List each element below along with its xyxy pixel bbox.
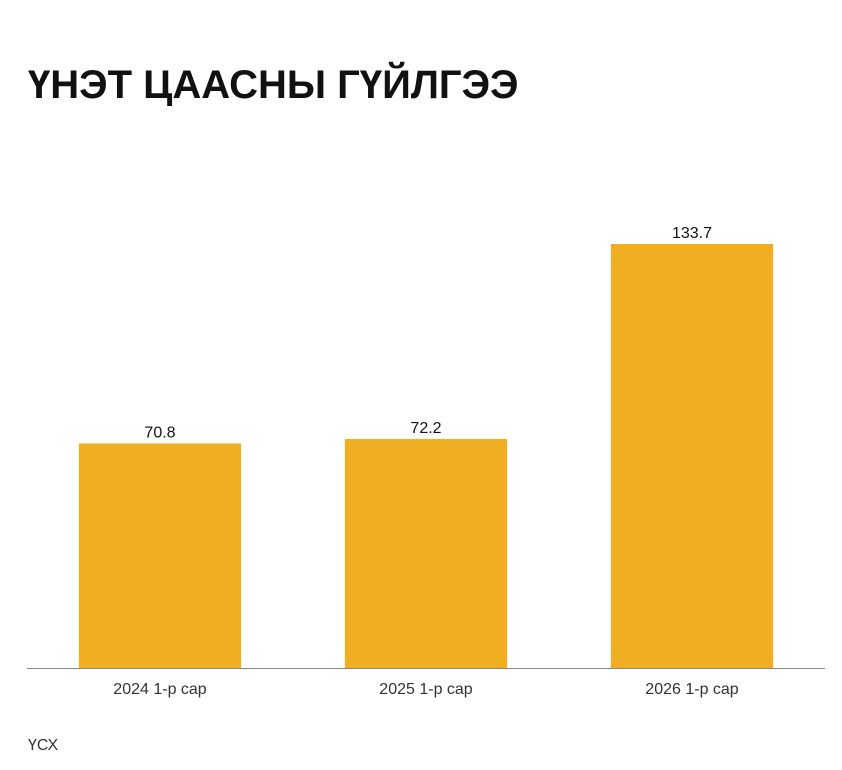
value-label: 133.7 bbox=[672, 225, 712, 242]
value-label: 70.8 bbox=[144, 424, 175, 441]
x-tick-label: 2025 1-р сар bbox=[379, 681, 473, 698]
chart-title: ҮНЭТ ЦААСНЫ ГҮЙЛГЭЭ bbox=[28, 61, 519, 107]
x-tick-label: 2026 1-р сар bbox=[645, 681, 739, 698]
bar bbox=[610, 244, 774, 668]
bar bbox=[344, 439, 508, 668]
bar bbox=[78, 443, 242, 668]
x-tick-label: 2024 1-р сар bbox=[113, 681, 207, 698]
source: ҮСХ bbox=[28, 737, 59, 754]
value-label: 72.2 bbox=[410, 420, 441, 437]
